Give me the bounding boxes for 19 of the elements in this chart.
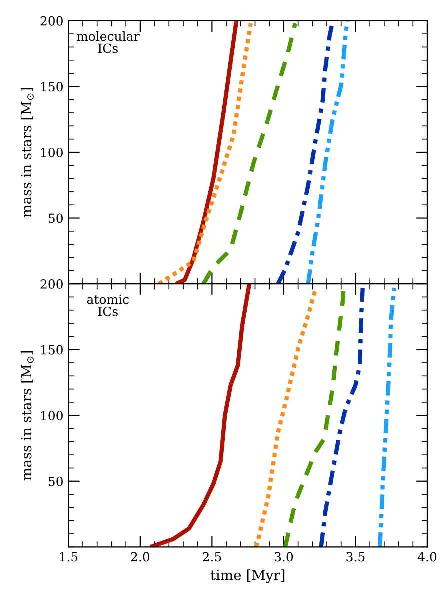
x-tick-label: 4.0 [418,552,437,562]
y-tick-label: 50 [48,214,63,224]
y-axis-title: mass in stars [M$_{⊙}$] [20,88,34,218]
annotation: atomic ICs [87,294,129,316]
x-axis-title: time [Myr] [210,570,285,584]
y-tick-label: 100 [41,411,63,421]
y-tick-label: 200 [40,280,63,289]
x-tick-label: 2.0 [131,552,150,562]
y-tick-label: 150 [41,82,63,92]
y-tick-label: 50 [48,476,63,486]
y-tick-label: 100 [41,148,63,158]
x-tick-label: 3.5 [346,552,365,562]
y-axis-title: mass in stars [M$_{⊙}$] [20,351,34,481]
x-tick-label: 1.5 [60,552,78,562]
x-tick-label: 2.5 [203,552,222,562]
y-tick-label: 200 [40,16,63,26]
y-tick-label: 150 [41,345,63,355]
annotation: molecular ICs [76,31,140,54]
x-tick-label: 3.0 [274,552,294,562]
